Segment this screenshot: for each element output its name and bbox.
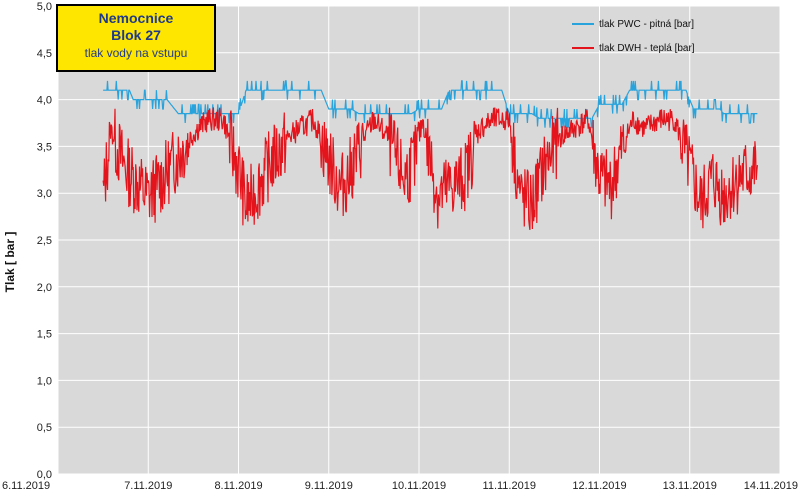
x-tick-label: 8.11.2019 — [214, 480, 262, 492]
legend: tlak PWC - pitná [bar] tlak DWH - teplá … — [572, 19, 695, 54]
y-tick-label: 0,5 — [37, 422, 52, 434]
x-tick-label: 14.11.2019 — [744, 480, 798, 492]
x-tick-label: 13.11.2019 — [663, 480, 717, 492]
x-tick-label: 6.11.2019 — [2, 480, 50, 492]
y-tick-label: 4,0 — [37, 95, 52, 107]
chart-title-line-2: Blok 27 — [111, 27, 161, 43]
y-tick-label: 2,0 — [37, 282, 52, 294]
x-tick-labels: 6.11.2019 7.11.2019 8.11.2019 9.11.2019 10.1… — [2, 480, 798, 492]
x-tick-label: 9.11.2019 — [305, 480, 353, 492]
chart-title-box: Nemocnice Blok 27 tlak vody na vstupu — [56, 4, 216, 72]
x-tick-label: 10.11.2019 — [392, 480, 446, 492]
x-tick-label: 12.11.2019 — [572, 480, 626, 492]
y-tick-label: 1,5 — [37, 329, 52, 341]
y-tick-labels: 0,0 0,5 1,0 1,5 2,0 2,5 3,0 3,5 4,0 4,5 5,0 — [37, 1, 52, 481]
legend-label-pwc: tlak PWC - pitná [bar] — [599, 19, 694, 30]
y-tick-label: 4,5 — [37, 48, 52, 60]
chart-title-line-3: tlak vody na vstupu — [84, 46, 188, 60]
y-tick-label: 2,5 — [37, 235, 52, 247]
x-tick-label: 7.11.2019 — [124, 480, 172, 492]
y-tick-label: 3,5 — [37, 141, 52, 153]
series-line-dwh — [102, 107, 758, 230]
legend-label-dwh: tlak DWH - teplá [bar] — [599, 43, 695, 54]
y-axis-label: Tlak [ bar ] — [3, 232, 17, 293]
y-tick-label: 5,0 — [37, 1, 52, 13]
y-tick-label: 1,0 — [37, 375, 52, 387]
x-tick-label: 11.11.2019 — [483, 480, 536, 492]
y-tick-label: 0,0 — [37, 469, 52, 481]
chart-title-line-1: Nemocnice — [98, 10, 174, 26]
y-tick-label: 3,0 — [37, 188, 52, 200]
